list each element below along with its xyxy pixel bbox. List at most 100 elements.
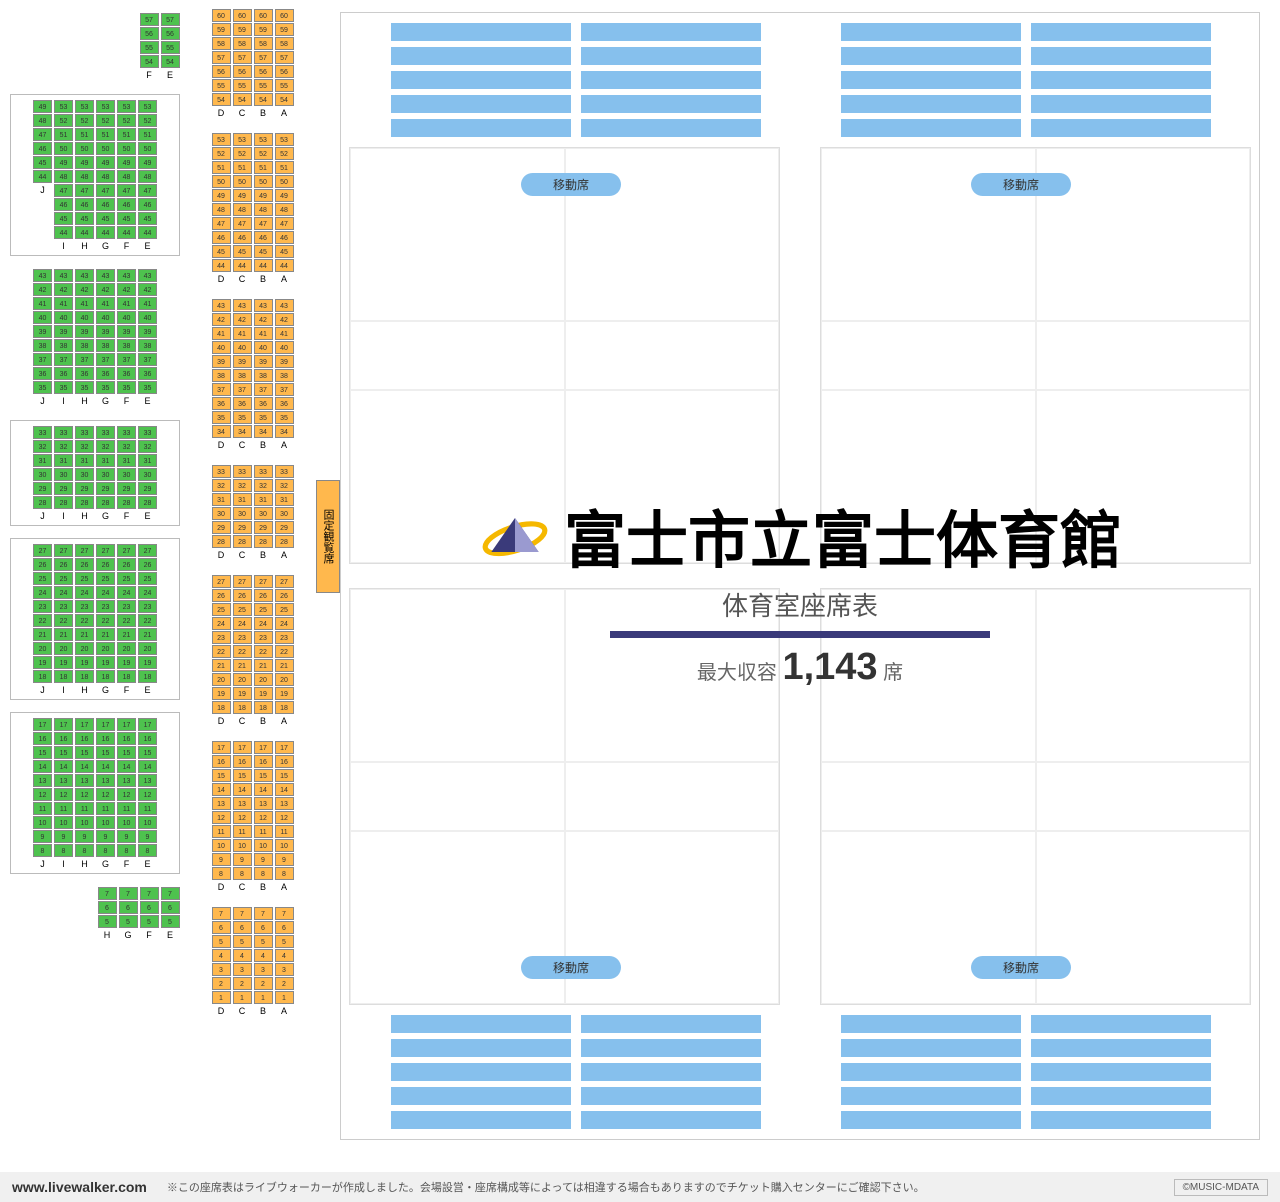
- seat: 6: [212, 921, 231, 934]
- seat: 35: [233, 411, 252, 424]
- seat-row-bar: [581, 1015, 761, 1033]
- seat: 43: [233, 299, 252, 312]
- seat: 39: [254, 355, 273, 368]
- row-label: H: [81, 396, 88, 406]
- seat: 44: [275, 259, 294, 272]
- row-label: C: [239, 274, 246, 284]
- seat: 59: [233, 23, 252, 36]
- row-label: F: [124, 241, 130, 251]
- seat: 39: [138, 325, 157, 338]
- seat: 9: [75, 830, 94, 843]
- seat: 39: [96, 325, 115, 338]
- seat: 32: [275, 479, 294, 492]
- seat: 43: [75, 269, 94, 282]
- seat: 22: [117, 614, 136, 627]
- seat: 22: [33, 614, 52, 627]
- movable-seat-badge: 移動席: [971, 173, 1071, 196]
- seat: 5: [275, 935, 294, 948]
- seat: 39: [75, 325, 94, 338]
- seat: 17: [117, 718, 136, 731]
- seat: 15: [233, 769, 252, 782]
- seat: 15: [212, 769, 231, 782]
- row-label: H: [104, 930, 111, 940]
- seat: 40: [117, 311, 136, 324]
- green-seating-section: 57565554F57565554E494847464544J535251504…: [10, 12, 180, 954]
- seat-row-bar: [1031, 1015, 1211, 1033]
- seat: 35: [96, 381, 115, 394]
- seat: 47: [233, 217, 252, 230]
- seat: 13: [233, 797, 252, 810]
- seat: 36: [96, 367, 115, 380]
- row-label: B: [260, 440, 266, 450]
- seat: 44: [117, 226, 136, 239]
- seat: 22: [275, 645, 294, 658]
- seat: 33: [138, 426, 157, 439]
- seat: 38: [275, 369, 294, 382]
- seat: 46: [33, 142, 52, 155]
- seat: 4: [275, 949, 294, 962]
- seat: 13: [138, 774, 157, 787]
- seat: 10: [54, 816, 73, 829]
- seat: 54: [233, 93, 252, 106]
- green-block: 333231302928J333231302928I333231302928H3…: [10, 420, 180, 526]
- seat: 40: [138, 311, 157, 324]
- row-label: F: [146, 930, 152, 940]
- seat: 6: [233, 921, 252, 934]
- seat: 25: [275, 603, 294, 616]
- seat: 19: [254, 687, 273, 700]
- seat: 18: [254, 701, 273, 714]
- seat: 48: [117, 170, 136, 183]
- seat: 38: [75, 339, 94, 352]
- seat: 29: [138, 482, 157, 495]
- seat: 42: [96, 283, 115, 296]
- seat: 22: [254, 645, 273, 658]
- seat: 12: [233, 811, 252, 824]
- seat: 4: [212, 949, 231, 962]
- seat: 30: [75, 468, 94, 481]
- seat: 35: [275, 411, 294, 424]
- seat: 19: [54, 656, 73, 669]
- seat: 23: [275, 631, 294, 644]
- orange-block: 27262524232221201918D2726252423222120191…: [195, 574, 310, 728]
- seat: 60: [275, 9, 294, 22]
- seat: 6: [119, 901, 138, 914]
- seat: 15: [117, 746, 136, 759]
- seat: 50: [233, 175, 252, 188]
- movable-seat-block: [391, 1015, 761, 1129]
- seat: 15: [275, 769, 294, 782]
- seat: 39: [54, 325, 73, 338]
- seat: 8: [138, 844, 157, 857]
- seat: 31: [233, 493, 252, 506]
- row-label: E: [167, 930, 173, 940]
- seat: 7: [233, 907, 252, 920]
- seat: 6: [275, 921, 294, 934]
- seat: 25: [233, 603, 252, 616]
- seat-row-bar: [391, 1111, 571, 1129]
- seat: 31: [138, 454, 157, 467]
- title-block: 富士市立富士体育館 体育室座席表 最大収容 1,143 席: [400, 490, 1200, 689]
- seat: 47: [138, 184, 157, 197]
- seat: 31: [117, 454, 136, 467]
- seat: 49: [96, 156, 115, 169]
- seat: 55: [233, 79, 252, 92]
- seat: 11: [275, 825, 294, 838]
- seat: 41: [75, 297, 94, 310]
- seat: 16: [96, 732, 115, 745]
- seat: 41: [138, 297, 157, 310]
- seat: 46: [275, 231, 294, 244]
- seat: 21: [138, 628, 157, 641]
- seat: 21: [54, 628, 73, 641]
- seat: 50: [212, 175, 231, 188]
- row-label: G: [102, 241, 109, 251]
- seat: 22: [138, 614, 157, 627]
- movable-seat-badge: 移動席: [521, 173, 621, 196]
- seat: 18: [96, 670, 115, 683]
- seat: 27: [96, 544, 115, 557]
- footer-url: www.livewalker.com: [12, 1179, 147, 1195]
- seat: 5: [140, 915, 159, 928]
- seat: 49: [138, 156, 157, 169]
- seat: 25: [254, 603, 273, 616]
- seat: 5: [254, 935, 273, 948]
- seat: 41: [54, 297, 73, 310]
- seat: 14: [254, 783, 273, 796]
